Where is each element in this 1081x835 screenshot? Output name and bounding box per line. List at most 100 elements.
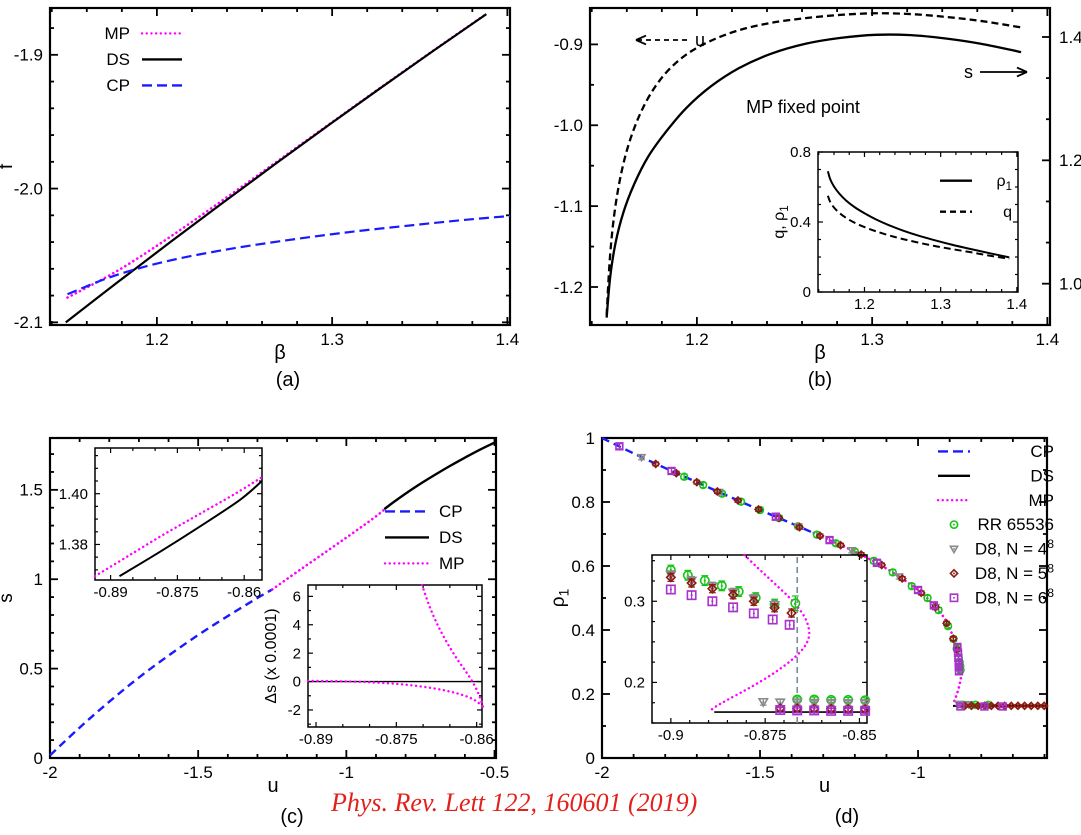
- marker-D8_N5: [727, 589, 739, 601]
- x-axis-title: u: [819, 775, 830, 797]
- legend-marker: [949, 545, 959, 555]
- marker-D8_N6: [954, 667, 964, 676]
- marker-D8_N5-dot: [790, 611, 793, 615]
- marker-D8_N5-dot: [669, 576, 672, 579]
- curve-MP_fold: [709, 553, 811, 712]
- series-D8_N5: [665, 571, 871, 715]
- y2-tick-label: 1.2: [1059, 151, 1081, 170]
- marker-RR_65536: [699, 575, 710, 586]
- marker-D8_N5-dot: [695, 481, 698, 484]
- marker-D8_N6: [843, 705, 854, 716]
- marker-D8_N4: [636, 453, 647, 463]
- legend-label: MP: [1029, 491, 1055, 510]
- marker-D8_N6: [998, 702, 1007, 711]
- panel_b-frame: [588, 6, 1052, 327]
- marker-D8_N5-dot: [737, 499, 739, 502]
- marker-D8_N6: [872, 558, 882, 567]
- marker-D8_N6-dot: [957, 651, 959, 654]
- x-tick-label: -0.9: [658, 727, 684, 744]
- y-tick-label: 0.2: [571, 685, 595, 704]
- y-axis-title: Δs (x 0.0001): [263, 608, 280, 703]
- marker-D8_N4: [774, 698, 786, 709]
- x-tick-label: -0.86: [460, 731, 494, 748]
- marker-D8_N5-dot: [880, 564, 883, 566]
- marker-D8_N5: [665, 571, 677, 583]
- legend-label: CP: [1030, 442, 1054, 461]
- x-tick-label: -1.5: [745, 763, 774, 782]
- chart-panel_c_zoom_inset: -0.89 -0.875 -0.86 1.38 1.40: [59, 447, 264, 601]
- chart-panel_c_deltas_inset: -0.89 -0.875 -0.86 -2 0 2 4 6 Δs (x 0.0001): [263, 583, 494, 748]
- legend-marker: [949, 568, 959, 579]
- marker-D8_N5: [836, 540, 846, 550]
- marker-D8_N6-dot: [956, 646, 959, 648]
- marker-D8_N6-dot: [957, 656, 960, 659]
- x-tick-label: -0.875: [375, 731, 418, 748]
- u-arrow-head: [635, 39, 647, 46]
- marker-D8_N6: [825, 535, 834, 545]
- y-tick-label: 0.2: [624, 675, 645, 692]
- x-tick-label: -0.85: [842, 727, 876, 744]
- panel_b_inset-frame: [817, 151, 1019, 293]
- marker-D8_N4-dot: [847, 702, 850, 705]
- marker-D8_N6-dot: [959, 705, 962, 708]
- u-axis-hint: u: [695, 30, 705, 50]
- x-tick-label: 1.2: [854, 296, 875, 313]
- y-tick-label: -2.1: [14, 313, 43, 332]
- marker-RR_65536-dot: [834, 542, 837, 545]
- y-tick-label: -1.0: [554, 116, 583, 135]
- legend-panel_c: CP DS MP: [383, 502, 465, 573]
- panel-c-label: (c): [280, 806, 303, 828]
- curve-ds_upper_branch: [420, 583, 485, 709]
- marker-D8_N6: [767, 614, 778, 625]
- x-tick-label: 1.2: [145, 330, 169, 349]
- x-tick-label: 1.4: [1006, 296, 1027, 313]
- marker-D8_N5-dot: [970, 704, 973, 707]
- marker-D8_N6: [980, 702, 989, 711]
- marker-D8_N5-dot: [1043, 704, 1046, 707]
- marker-D8_N5-dot: [997, 704, 999, 707]
- mp-fixed-point-label: MP fixed point: [746, 97, 860, 117]
- chart-panel_d_zoom_inset: -0.9 -0.875 -0.85 0.2 0.3: [624, 553, 877, 744]
- y-axis-title: q, ρ1: [771, 205, 791, 238]
- marker-D8_N5-dot: [839, 544, 842, 547]
- marker-D8_N4-dot: [864, 702, 867, 705]
- marker-RR_65536-dot: [910, 585, 913, 588]
- y2-tick-label: 1.4: [1059, 28, 1081, 47]
- marker-D8_N6: [686, 590, 697, 601]
- marker-D8_N6: [913, 585, 923, 595]
- chart-panel_b_inset: 1.2 1.3 1.4 0 0.4 0.8 q, ρ1 ρ1 q: [771, 144, 1027, 313]
- marker-D8_N6-dot: [732, 606, 735, 609]
- marker-RR_65536-dot: [853, 550, 856, 553]
- marker-D8_N4-dot: [830, 701, 833, 704]
- marker-D8_N4-dot: [813, 701, 816, 704]
- marker-D8_N6-dot: [828, 539, 831, 541]
- marker-D8_N6: [707, 596, 718, 607]
- marker-D8_N6-dot: [917, 589, 919, 591]
- marker-D8_N5: [769, 602, 780, 614]
- curve-DS: [118, 480, 263, 578]
- marker-D8_N6-dot: [796, 709, 799, 712]
- marker-D8_N6: [784, 619, 795, 630]
- chart-panel_b: 1.2 1.3 1.4 -0.9 -1.0 -1.1 -1.2 1.0 1.2 1.4 β MP fi…: [554, 6, 1081, 391]
- marker-D8_N5-dot: [1010, 704, 1013, 707]
- marker-D8_N6: [775, 705, 786, 716]
- marker-D8_N6-dot: [958, 670, 960, 673]
- panel-a-plot: 1.2 1.3 1.4 -1.9 -2.0 -2.1 β f (a) MP DS CP: [0, 6, 519, 391]
- marker-D8_N5-dot: [952, 637, 955, 640]
- x-tick-label: -0.5: [480, 763, 509, 782]
- y-axis-title: ρ1: [548, 589, 572, 607]
- x-tick-label: 1.3: [860, 330, 884, 349]
- x-tick-label: -0.86: [227, 584, 261, 601]
- marker-RR_65536-dot: [703, 579, 706, 582]
- u-arrow-head: [635, 34, 647, 41]
- marker-D8_N6-dot: [932, 604, 935, 607]
- panel_c-frame: [48, 436, 498, 760]
- marker-RR_65536-dot: [794, 602, 797, 605]
- marker-D8_N5: [748, 595, 760, 607]
- marker-D8_N5-dot: [690, 581, 693, 585]
- y-axis-title: s: [0, 593, 17, 603]
- y-tick-label: 0.8: [571, 493, 595, 512]
- x-tick-label: 1.4: [1036, 330, 1060, 349]
- marker-D8_N6-dot: [788, 623, 791, 626]
